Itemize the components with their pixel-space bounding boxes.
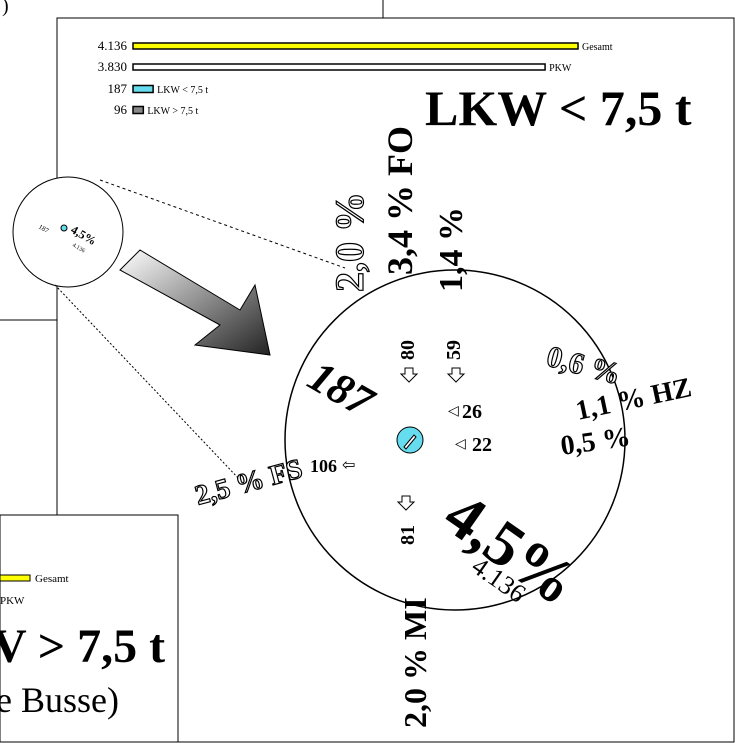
junction-circle [284, 269, 626, 611]
legend-name: PKW [549, 63, 572, 74]
thumbnail-icon [60, 224, 68, 232]
title: LKW < 7,5 t [425, 80, 692, 136]
direction-label: 2,0 % MI [397, 597, 433, 728]
zoom-line [99, 179, 346, 269]
count: 59 [443, 340, 465, 360]
panel-subtitle: e Busse) [0, 680, 119, 720]
fragment-text: ) [2, 0, 9, 17]
panel-title: V > 7,5 t [0, 620, 165, 673]
arrow-icon: ⇦ [342, 457, 355, 474]
arrow-icon [399, 367, 419, 383]
arrow-icon: ◁ [448, 404, 459, 419]
arrow-icon [396, 495, 416, 511]
count: 106 [310, 456, 337, 476]
thumbnail-circle [12, 176, 124, 288]
legend-name: LKW > 7,5 t [147, 106, 198, 117]
legend: 4.136 Gesamt 3.830 PKW 187 LKW < 7,5 t 96 LKW >… [98, 38, 613, 117]
legend-value: 3.830 [98, 59, 127, 74]
zoom-line [54, 284, 241, 481]
legend-name: Gesamt [582, 42, 613, 53]
zoom-arrow [119, 249, 271, 356]
legend-swatch [0, 574, 31, 582]
legend-value: 4.136 [98, 38, 128, 53]
thumbnail-total: 4.136 [71, 243, 86, 255]
legend-name: LKW < 7,5 t [157, 85, 208, 96]
legend-value: 96 [114, 102, 128, 117]
direction-label: 1,4 % [433, 207, 470, 292]
count: 22 [472, 434, 492, 456]
count: 26 [462, 401, 482, 423]
second-panel [0, 514, 179, 743]
legend-text: Gesamt [35, 573, 69, 585]
count: 80 [397, 340, 419, 360]
legend-bar [132, 105, 145, 115]
arrow-icon: ◁ [455, 437, 466, 452]
direction-label: 2,0 % [327, 192, 372, 292]
legend-value: 187 [108, 81, 128, 96]
center-icon [403, 434, 417, 450]
count: 81 [397, 525, 419, 545]
direction-label: 3,4 % FO [380, 126, 420, 275]
arrow-icon [446, 367, 466, 383]
legend-text: PKW [0, 595, 25, 607]
legend-bar [132, 84, 154, 94]
legend-bar [132, 42, 579, 50]
legend-bar [132, 63, 546, 71]
